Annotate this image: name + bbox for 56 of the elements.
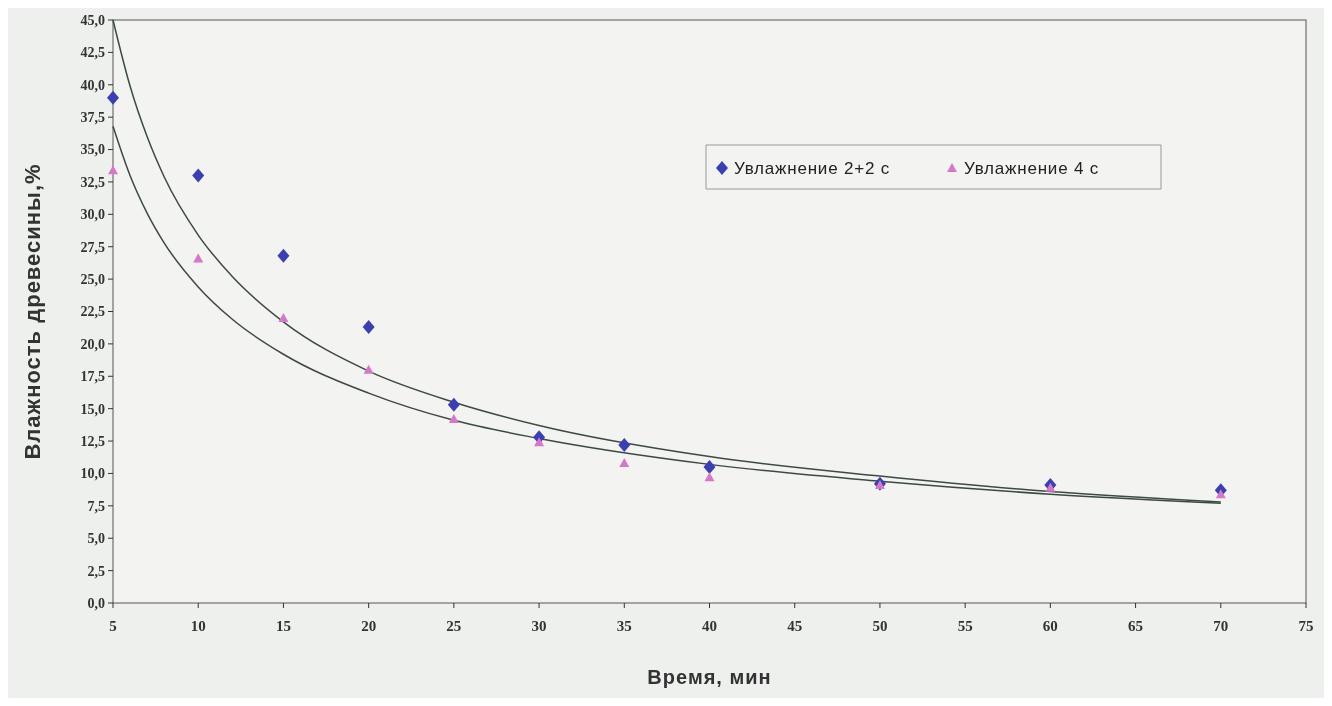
point	[619, 458, 630, 468]
x-tick-label: 60	[1042, 618, 1058, 634]
legend-label: Увлажнение 2+2 с	[734, 158, 890, 178]
point	[1215, 489, 1226, 499]
y-axis-title: Влажность древесины,%	[20, 163, 45, 460]
y-tick-label: 20,0	[80, 336, 105, 352]
x-tick-label: 65	[1128, 618, 1144, 634]
point	[534, 437, 545, 447]
point	[703, 459, 716, 474]
point	[277, 248, 290, 263]
x-tick-label: 55	[957, 618, 973, 634]
y-tick-label: 7,5	[87, 498, 105, 514]
x-tick-label: 5	[109, 618, 117, 634]
y-tick-label: 37,5	[80, 110, 105, 126]
y-tick-label: 30,0	[80, 207, 105, 223]
y-tick-label: 40,0	[80, 77, 105, 93]
x-tick-label: 50	[872, 618, 888, 634]
y-tick-label: 22,5	[80, 304, 105, 320]
point	[192, 168, 205, 183]
x-axis-title: Время, мин	[647, 666, 772, 688]
x-tick-label: 30	[531, 618, 547, 634]
y-tick-label: 17,5	[80, 369, 105, 385]
x-tick-label: 40	[702, 618, 717, 634]
point	[618, 437, 631, 452]
legend-label: Увлажнение 4 с	[964, 158, 1100, 178]
x-tick-label: 20	[361, 618, 377, 634]
y-tick-label: 15,0	[80, 401, 105, 417]
y-tick-label: 35,0	[80, 142, 105, 158]
x-tick-label: 75	[1298, 618, 1314, 634]
y-tick-label: 45,0	[80, 12, 105, 28]
x-tick-label: 15	[275, 618, 291, 634]
x-tick-label: 35	[616, 618, 632, 634]
y-tick-label: 2,5	[87, 563, 105, 579]
y-tick-label: 42,5	[80, 45, 105, 61]
x-tick-label: 10	[190, 618, 206, 634]
x-tick-label: 70	[1213, 618, 1229, 634]
y-tick-label: 0,0	[87, 595, 105, 611]
y-tick-label: 5,0	[87, 531, 105, 547]
point	[108, 165, 118, 175]
y-tick-label: 32,5	[80, 174, 105, 190]
point	[447, 397, 460, 412]
y-tick-label: 25,0	[80, 272, 105, 288]
y-tick-label: 27,5	[80, 239, 105, 255]
point	[107, 90, 119, 105]
point	[1045, 482, 1056, 492]
y-tick-label: 10,0	[80, 466, 105, 482]
point	[363, 364, 374, 374]
y-tick-label: 12,5	[80, 433, 105, 449]
point	[278, 312, 289, 322]
point	[874, 480, 885, 490]
point	[448, 414, 459, 424]
point	[193, 253, 204, 263]
x-tick-label: 25	[446, 618, 462, 634]
point	[704, 472, 715, 482]
x-tick-label: 45	[787, 618, 803, 634]
point	[362, 320, 375, 335]
